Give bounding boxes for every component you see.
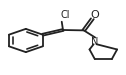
Text: O: O (91, 10, 100, 20)
Text: N: N (91, 37, 99, 47)
Text: Cl: Cl (60, 10, 70, 20)
